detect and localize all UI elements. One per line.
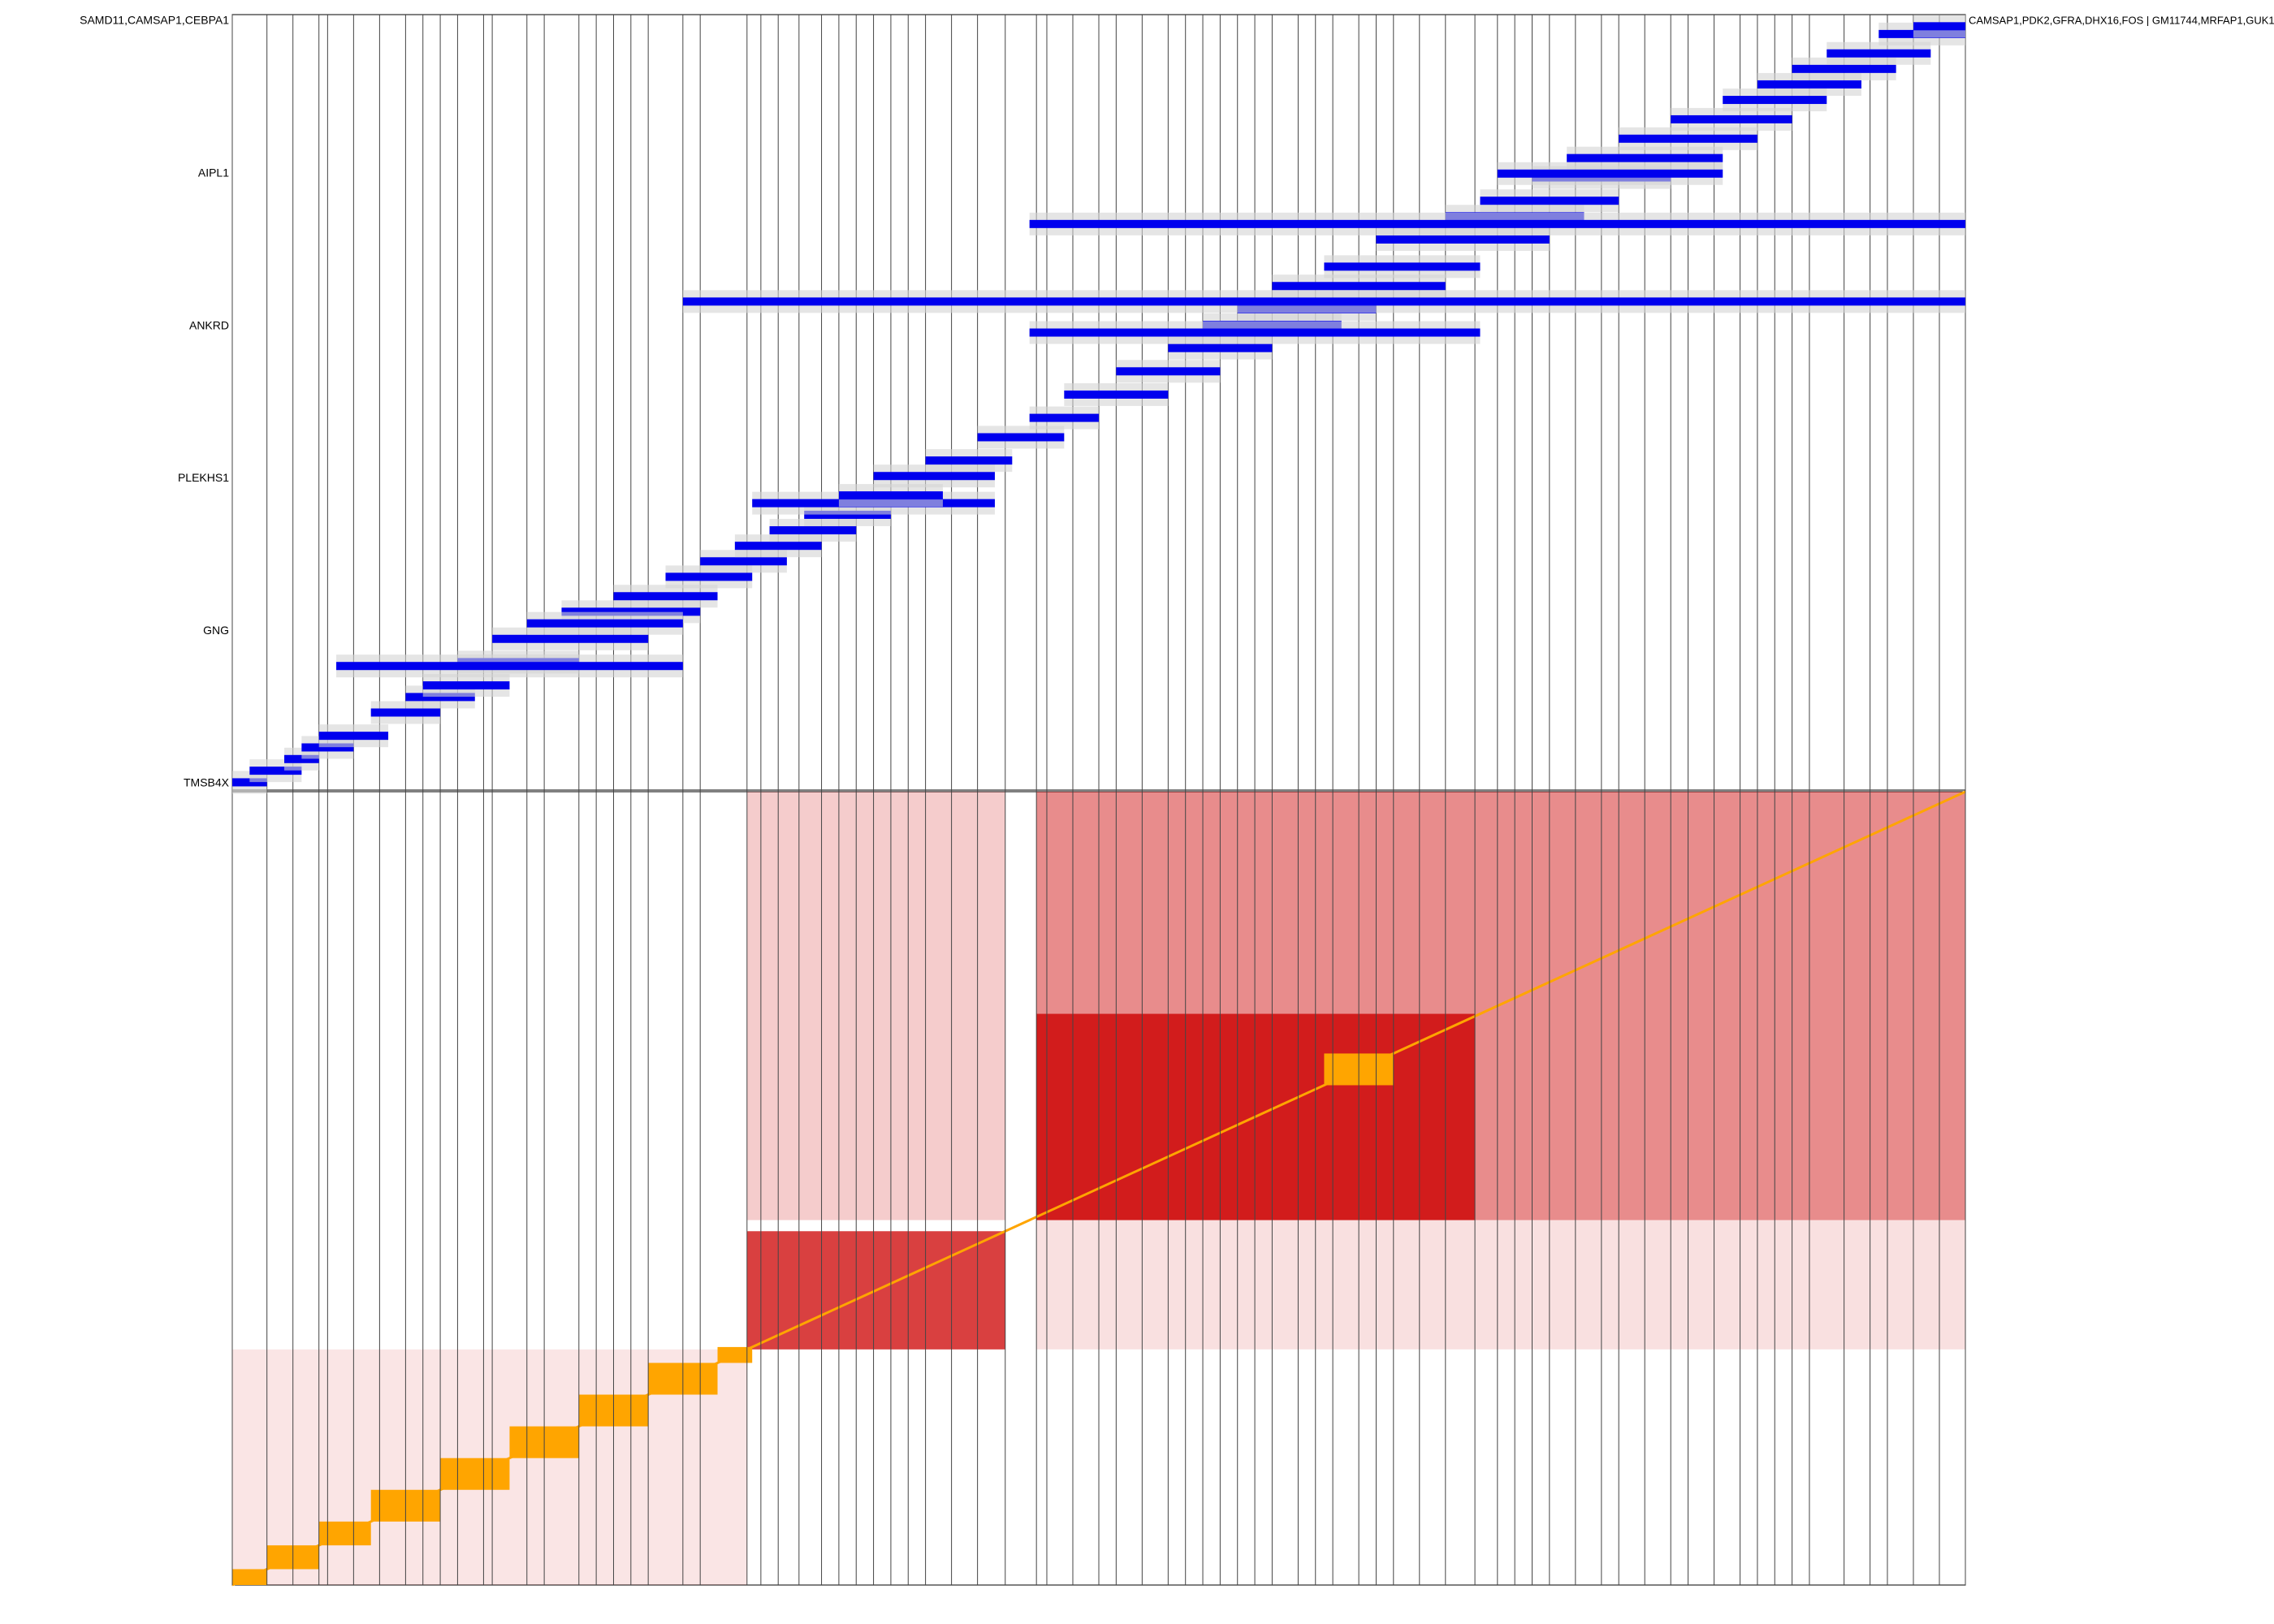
segment: [1480, 197, 1619, 205]
segment: [492, 634, 649, 643]
diag-block: [440, 1458, 510, 1490]
left-label: SAMD11,CAMSAP1,CEBPA1: [80, 14, 229, 27]
segment: [422, 681, 510, 690]
segment: [1376, 235, 1550, 244]
left-label: ANKRD: [189, 318, 229, 331]
segment: [700, 557, 787, 566]
segment: [526, 619, 683, 628]
segment: [1029, 219, 1965, 228]
segment: [249, 767, 302, 775]
segment: [1619, 134, 1757, 143]
left-label: PLEKHS1: [178, 471, 229, 484]
heat-block: [1036, 1220, 1965, 1350]
right-label: CAMSAP1,PDK2,GFRA,DHX16,FOS | GM11744,MR…: [1969, 14, 2274, 26]
segment: [873, 472, 995, 481]
left-label: GNG: [203, 624, 229, 637]
segment: [1671, 114, 1792, 123]
segment: [1757, 80, 1861, 89]
segment: [336, 662, 683, 671]
segment: [1723, 96, 1827, 105]
segment: [318, 732, 389, 741]
segment: [1029, 328, 1481, 337]
left-label: AIPL1: [198, 166, 229, 179]
diag-block: [232, 1569, 267, 1585]
segment: [977, 433, 1065, 442]
segment: [561, 607, 701, 616]
diag-block: [318, 1521, 371, 1546]
segment: [405, 693, 475, 702]
segment: [370, 708, 441, 717]
segment: [665, 572, 753, 581]
segment: [1567, 153, 1723, 162]
segment: [1913, 22, 1965, 31]
segment: [769, 526, 857, 535]
segment: [1168, 343, 1273, 352]
segment: [613, 592, 718, 601]
diag-block: [717, 1346, 753, 1363]
segment: [284, 754, 319, 763]
segment: [838, 491, 943, 500]
segment: [682, 297, 1965, 306]
segment: [1272, 282, 1446, 291]
segment: [925, 456, 1013, 465]
left-label: TMSB4X: [184, 776, 230, 789]
segment: [1029, 413, 1099, 422]
segment: [804, 510, 891, 519]
segment: [1064, 390, 1169, 399]
heat-block: [746, 792, 1005, 1220]
segment: [301, 743, 354, 752]
segment: [232, 778, 267, 787]
segment: [1827, 49, 1931, 58]
segment: [1497, 169, 1723, 178]
segment: [734, 542, 822, 551]
segment: [1116, 367, 1221, 376]
segment: [1324, 262, 1481, 271]
segment: [1792, 64, 1896, 73]
